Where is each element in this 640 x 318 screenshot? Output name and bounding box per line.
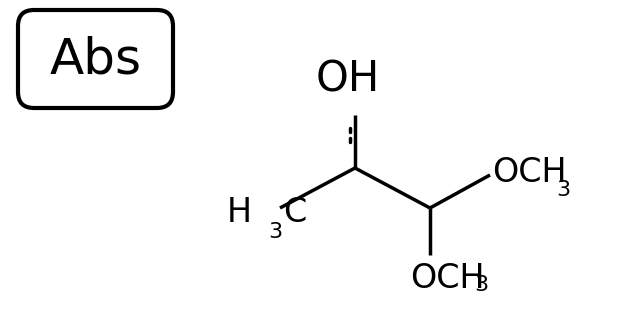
Text: 3: 3 xyxy=(556,180,570,200)
Text: Abs: Abs xyxy=(49,35,141,83)
Text: OCH: OCH xyxy=(410,262,484,295)
FancyBboxPatch shape xyxy=(18,10,173,108)
Text: C: C xyxy=(283,197,307,230)
Text: OH: OH xyxy=(316,58,380,100)
Text: H: H xyxy=(227,197,252,230)
Text: OCH: OCH xyxy=(492,156,566,189)
Text: 3: 3 xyxy=(474,275,488,295)
Text: 3: 3 xyxy=(268,222,282,242)
